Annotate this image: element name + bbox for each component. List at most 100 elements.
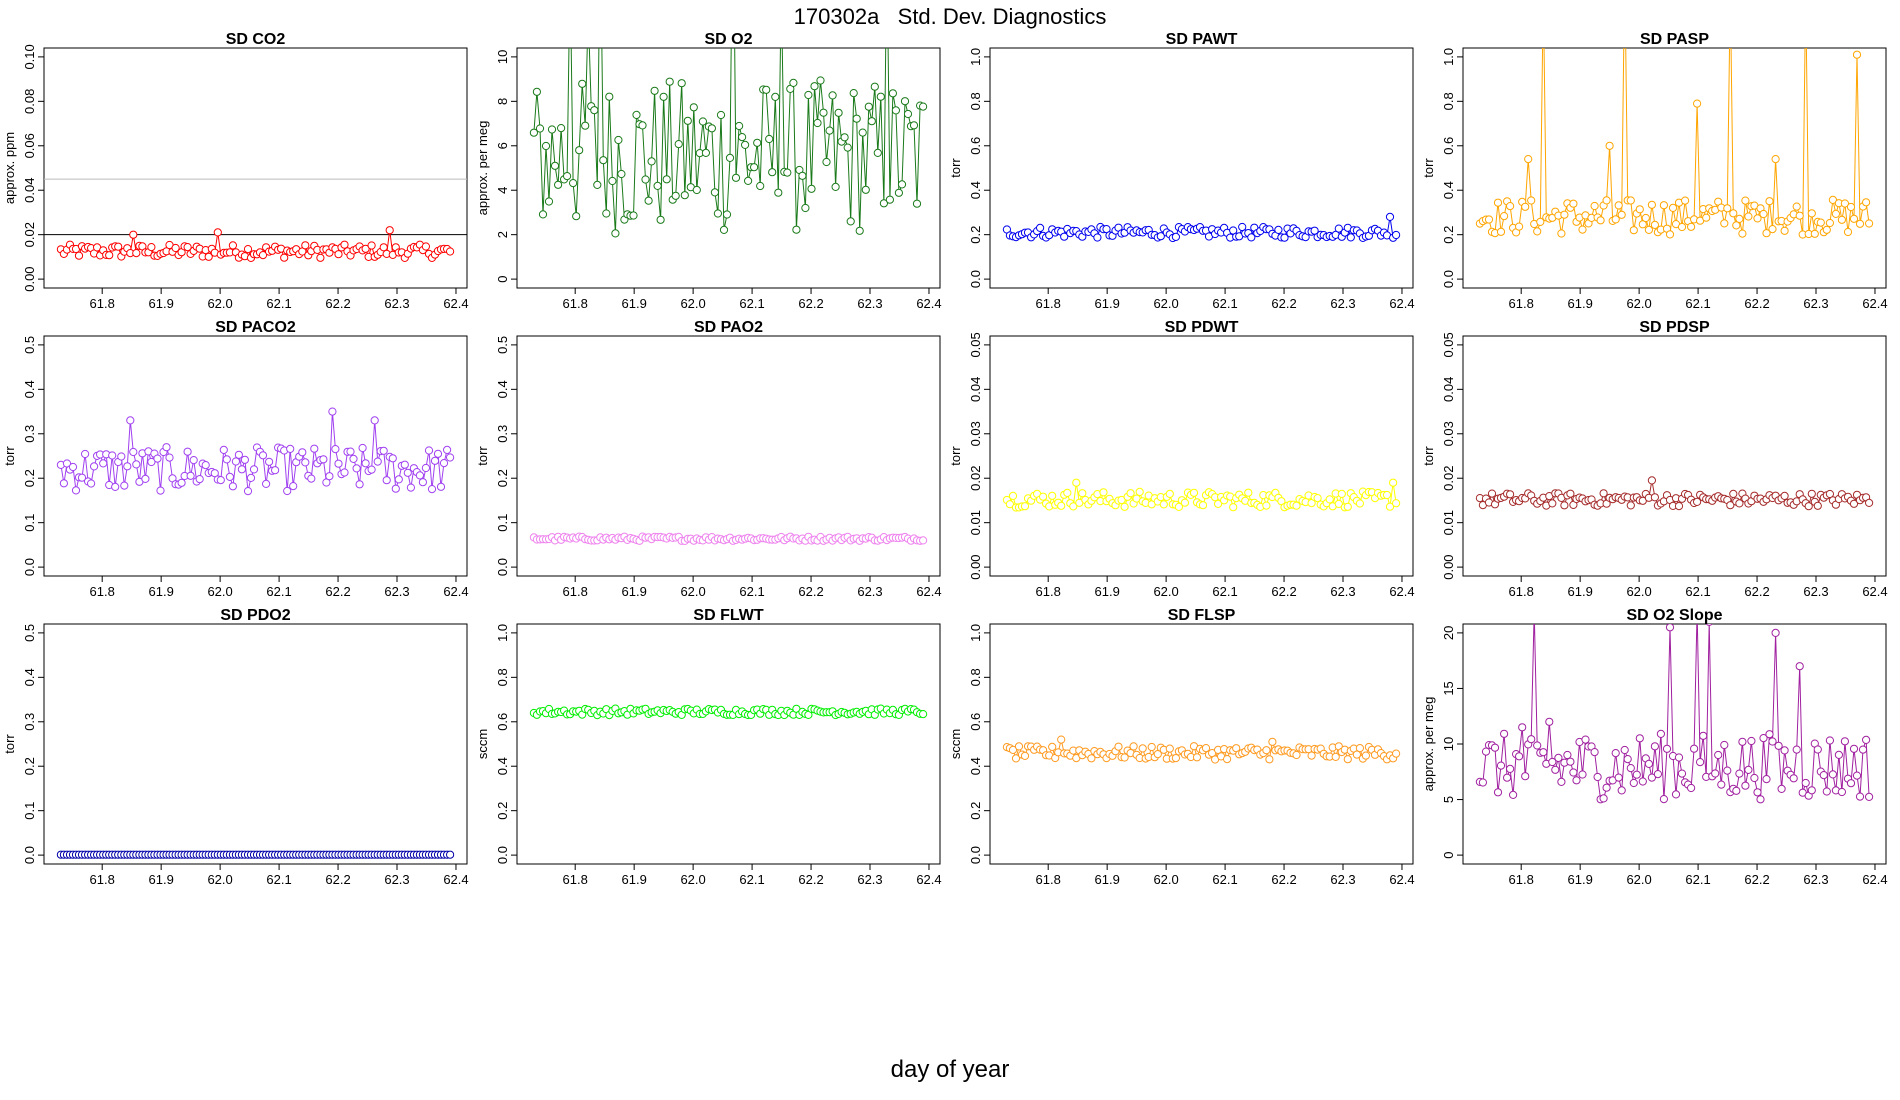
data-point <box>436 482 446 491</box>
y-axis-label: torr <box>1421 446 1436 466</box>
data-point <box>400 460 409 469</box>
data-point <box>1138 744 1147 753</box>
data-point <box>1822 787 1831 796</box>
data-point <box>258 251 268 260</box>
data-point <box>147 457 156 467</box>
data-point <box>1804 502 1813 511</box>
data-point <box>1114 742 1123 751</box>
data-point <box>1620 745 1629 755</box>
y-tick-label: 0.2 <box>495 469 510 487</box>
data-series <box>56 226 455 262</box>
x-tick-label: 62.2 <box>1271 296 1296 311</box>
y-tick-label: 0.5 <box>22 624 37 642</box>
y-tick-label: 0.02 <box>968 466 983 491</box>
y-tick-label: 0.4 <box>1441 181 1456 199</box>
x-tick-label: 62.1 <box>1212 584 1237 599</box>
data-point <box>852 114 861 123</box>
data-point <box>1720 219 1729 228</box>
x-tick-label: 61.8 <box>1036 296 1061 311</box>
data-point <box>689 103 698 112</box>
data-point <box>1693 497 1702 506</box>
y-tick-label: 0.1 <box>495 514 510 532</box>
y-tick-label: 0.0 <box>968 846 983 864</box>
data-point <box>1569 768 1578 777</box>
data-point <box>394 475 403 484</box>
data-point <box>1503 773 1512 782</box>
y-tick-label: 6 <box>495 142 510 149</box>
y-tick-label: 5 <box>1441 796 1456 803</box>
data-point <box>650 86 659 95</box>
plot-frame <box>516 623 941 865</box>
y-tick-label: 1.0 <box>968 48 983 66</box>
data-point <box>876 92 885 101</box>
data-point <box>1641 213 1650 223</box>
data-point <box>1500 212 1509 221</box>
x-tick-label: 62.3 <box>384 584 409 599</box>
plot-frame <box>43 47 468 289</box>
x-tick-label: 62.1 <box>266 296 291 311</box>
data-point <box>189 456 198 465</box>
data-point <box>1753 788 1762 797</box>
data-point <box>1014 742 1024 751</box>
x-tick-label: 62.4 <box>443 584 468 599</box>
data-point <box>1843 227 1853 237</box>
y-axis-label: torr <box>948 158 963 178</box>
data-point <box>1765 730 1774 739</box>
data-point <box>1171 754 1181 763</box>
data-point <box>1644 225 1654 234</box>
data-point <box>1325 495 1334 504</box>
data-point <box>1262 746 1271 755</box>
data-series <box>1475 48 1874 239</box>
data-point <box>1696 758 1705 767</box>
data-point <box>1795 662 1804 671</box>
data-point <box>219 445 228 454</box>
data-point <box>1780 491 1789 500</box>
panel-sd-flsp: SD FLSP sccm 0.0 0.2 0.4 0.6 0.8 1.0 61.8 61.9 62.… <box>948 607 1415 887</box>
x-tick-label: 62.1 <box>739 872 764 887</box>
data-point <box>677 79 686 88</box>
data-point <box>1590 201 1599 211</box>
y-tick-label: 0 <box>1441 851 1456 858</box>
y-tick-label: 0.5 <box>495 336 510 354</box>
y-axis-label: torr <box>948 446 963 466</box>
x-tick-label: 61.9 <box>1568 584 1593 599</box>
data-point <box>532 87 542 96</box>
data-point <box>1331 752 1340 762</box>
data-point <box>1846 779 1856 788</box>
data-point <box>243 487 253 496</box>
data-point <box>801 203 810 213</box>
data-point <box>1629 226 1638 235</box>
data-point <box>1165 489 1174 498</box>
data-point <box>1292 501 1301 510</box>
data-point <box>331 445 340 454</box>
data-point <box>328 407 337 416</box>
data-point <box>813 118 822 128</box>
data-point <box>1385 212 1395 221</box>
data-point <box>1005 500 1015 509</box>
data-point <box>1385 502 1395 511</box>
y-tick-label: 0.04 <box>1441 377 1456 402</box>
data-point <box>816 76 825 85</box>
data-point <box>379 243 388 252</box>
data-point <box>1635 205 1644 214</box>
x-tick-label: 61.9 <box>622 872 647 887</box>
data-point <box>446 247 455 256</box>
data-point <box>1741 196 1750 205</box>
data-point <box>1865 498 1874 507</box>
data-point <box>225 472 234 481</box>
data-point <box>825 126 834 135</box>
panel-title: SD PASP <box>1640 31 1709 48</box>
data-series <box>529 532 928 546</box>
data-point <box>71 486 81 495</box>
x-tick-label: 62.2 <box>325 296 350 311</box>
data-point <box>1656 729 1666 739</box>
data-point <box>1355 744 1365 753</box>
data-point <box>665 77 674 86</box>
data-point <box>1490 743 1500 752</box>
data-point <box>1506 490 1515 499</box>
data-point <box>602 209 611 218</box>
data-point <box>1849 214 1859 223</box>
data-point <box>77 473 87 482</box>
data-point <box>298 448 307 457</box>
plot-frame <box>43 623 468 865</box>
